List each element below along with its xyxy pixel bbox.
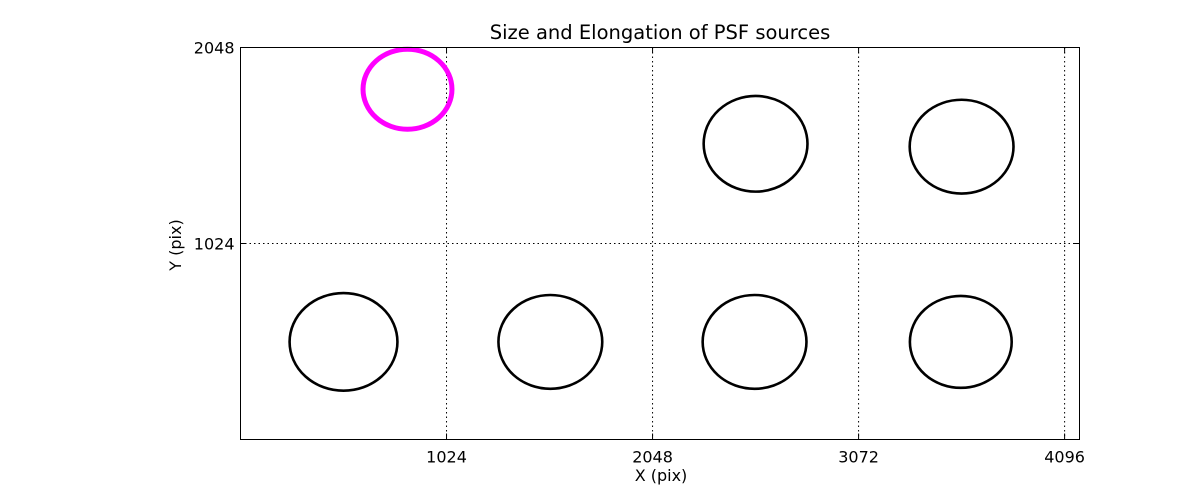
y-tick-label-2048: 2048	[194, 39, 235, 58]
chart-title: Size and Elongation of PSF sources	[490, 21, 830, 44]
x-axis-label: X (pix)	[635, 466, 688, 485]
reference-psf-ellipse	[360, 46, 455, 132]
x-tick-label-2048: 2048	[632, 448, 673, 467]
x-tick-label-3072: 3072	[838, 448, 879, 467]
psf-source-ellipse	[497, 293, 604, 391]
y-tick-label-1024: 1024	[194, 235, 235, 254]
x-tick-label-4096: 4096	[1044, 448, 1085, 467]
psf-source-ellipse	[288, 291, 399, 392]
psf-source-ellipse	[908, 98, 1015, 195]
psf-source-ellipse	[701, 293, 808, 391]
x-tick-label-1024: 1024	[426, 448, 467, 467]
psf-source-ellipse	[908, 294, 1013, 390]
y-axis-label: Y (pix)	[166, 219, 185, 271]
psf-source-ellipse	[702, 94, 809, 193]
